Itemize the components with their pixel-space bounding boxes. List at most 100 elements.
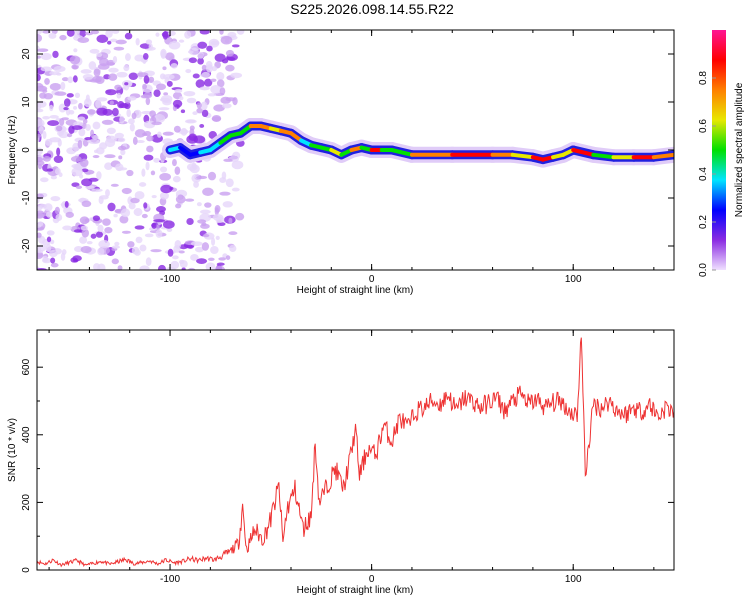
noise-blob [127, 196, 133, 205]
noise-blob [221, 59, 229, 64]
noise-blob [84, 31, 94, 36]
noise-blob [186, 119, 196, 123]
noise-blob [144, 233, 154, 238]
noise-blob [207, 171, 217, 181]
noise-blob [50, 175, 57, 180]
bottom-y-tick-label: 0 [21, 567, 32, 573]
top-y-tick-label: 20 [21, 48, 32, 60]
noise-blob [181, 267, 186, 270]
noise-blob [52, 50, 59, 59]
noise-blob [49, 71, 61, 76]
noise-blob [145, 97, 151, 106]
noise-blob [207, 93, 216, 97]
noise-blob [113, 46, 125, 51]
noise-blob [142, 53, 149, 60]
noise-blob [115, 163, 124, 172]
noise-blob [63, 98, 71, 107]
noise-blob [146, 145, 154, 153]
noise-blob [197, 41, 208, 49]
noise-blob [54, 91, 67, 96]
colorbar: 0.0 0.2 0.4 0.6 0.8 [698, 30, 726, 277]
noise-blob [46, 168, 54, 172]
noise-blob [179, 260, 188, 268]
noise-blob [37, 73, 41, 82]
noise-blob [172, 159, 177, 167]
noise-blob [156, 131, 162, 138]
noise-blob [60, 81, 66, 91]
snr-area [37, 337, 674, 568]
bottom-y-tick-label: 200 [21, 494, 32, 511]
noise-blob [148, 43, 153, 50]
noise-blob [44, 77, 50, 85]
noise-blob [214, 265, 226, 270]
noise-blob [162, 220, 175, 229]
noise-blob [139, 244, 147, 252]
noise-blob [118, 102, 129, 109]
noise-blob [126, 109, 131, 118]
noise-blob [166, 80, 173, 87]
noise-blob [196, 102, 202, 109]
noise-blob [199, 30, 210, 35]
colorbar-tick-label: 0.8 [698, 71, 709, 85]
noise-blob [117, 137, 126, 143]
noise-blob [221, 103, 232, 109]
noise-blob [145, 39, 153, 45]
noise-blob [166, 227, 173, 233]
noise-blob [95, 100, 102, 108]
noise-blob [90, 188, 103, 193]
noise-blob [68, 110, 75, 115]
noise-blob [199, 86, 210, 91]
noise-blob [87, 109, 96, 115]
noise-blob [206, 45, 213, 52]
noise-blob [82, 73, 94, 80]
noise-blob [134, 225, 145, 230]
noise-blob [141, 213, 148, 219]
noise-blob [61, 77, 69, 82]
noise-blob [108, 73, 118, 81]
ridge-segment [571, 148, 596, 157]
noise-blob [236, 30, 245, 35]
colorbar-label: Normalized spectral amplitude [734, 82, 745, 217]
noise-blob [186, 97, 197, 104]
noise-blob [72, 65, 78, 70]
noise-blob [77, 139, 83, 149]
noise-blob [215, 235, 220, 241]
noise-blob [199, 123, 205, 128]
noise-blob [197, 51, 205, 59]
noise-blob [54, 167, 61, 175]
noise-blob [126, 169, 134, 177]
noise-blob [92, 215, 101, 222]
noise-blob [149, 110, 156, 118]
noise-blob [216, 71, 225, 81]
top-y-tick-label: -20 [21, 238, 32, 253]
noise-blob [37, 33, 43, 43]
noise-blob [143, 75, 150, 84]
noise-blob [98, 240, 110, 249]
noise-blob [172, 175, 181, 183]
noise-blob [188, 57, 197, 64]
noise-blob [120, 208, 131, 218]
noise-blob [141, 168, 146, 177]
noise-blob [59, 34, 67, 41]
bottom-x-axis-label: Height of straight line (km) [297, 585, 414, 596]
noise-blob [128, 72, 138, 80]
colorbar-gradient [712, 30, 726, 270]
noise-blob [111, 30, 120, 34]
noise-blob [104, 162, 113, 171]
noise-blob [50, 195, 61, 202]
noise-blob [134, 54, 145, 62]
noise-blob [146, 135, 154, 142]
noise-blob [78, 102, 83, 110]
noise-blob [151, 194, 157, 199]
noise-blob [81, 228, 90, 238]
top-x-tick-label: -100 [160, 274, 180, 285]
noise-blob [190, 254, 199, 261]
noise-blob [71, 167, 83, 177]
noise-blob [140, 94, 149, 99]
bottom-frame [36, 329, 675, 571]
noise-blob [89, 48, 100, 54]
noise-blob [40, 52, 52, 61]
noise-blob [219, 87, 226, 96]
noise-blob [116, 92, 122, 99]
noise-blob [214, 205, 221, 213]
